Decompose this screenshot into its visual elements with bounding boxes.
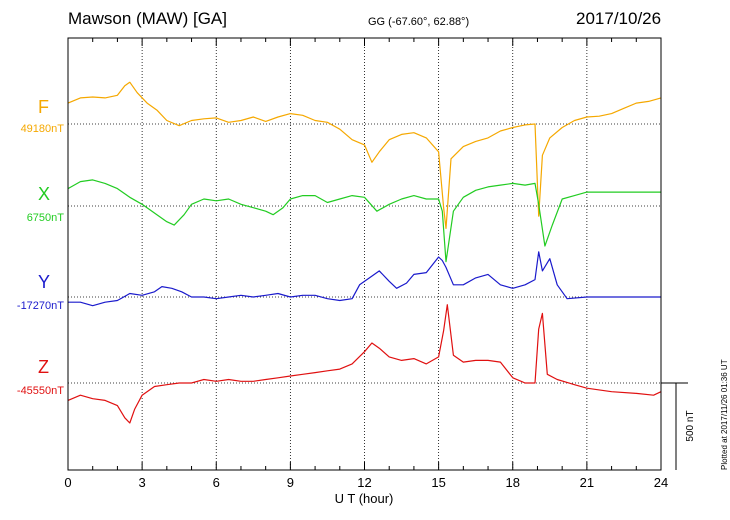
component-letter-z: Z [38, 357, 49, 377]
component-baseline-f: 49180nT [20, 123, 64, 135]
x-tick-label: 18 [506, 475, 520, 490]
x-tick-label: 15 [431, 475, 445, 490]
series-lines [67, 81, 662, 424]
component-letter-f: F [38, 97, 49, 117]
series-line-x [67, 179, 661, 263]
date-label: 2017/10/26 [576, 9, 662, 28]
x-tick-label: 3 [139, 475, 146, 490]
x-tick-label: 0 [64, 475, 71, 490]
x-tick-label: 24 [654, 475, 668, 490]
component-baseline-z: -45550nT [16, 385, 64, 397]
x-axis-label: U T (hour) [335, 491, 394, 506]
x-tick-label: 9 [287, 475, 294, 490]
x-tick-label: 6 [213, 475, 220, 490]
station-coords: GG (-67.60°, 62.88°) [368, 16, 470, 28]
x-tick-label: 21 [580, 475, 594, 490]
component-baseline-y: -17270nT [16, 300, 64, 312]
series-line-y [68, 251, 661, 307]
series-line-f [67, 81, 662, 229]
station-title: Mawson (MAW) [GA] [68, 9, 227, 28]
grid [68, 38, 661, 470]
x-axis: 0 3 6 9 12 15 18 21 24 [64, 38, 668, 490]
series-line-z [67, 304, 662, 424]
scale-bar-label: 500 nT [685, 410, 696, 441]
component-baseline-x: 6750nT [26, 212, 64, 224]
x-tick-label: 12 [357, 475, 371, 490]
component-letter-x: X [38, 184, 51, 204]
component-letter-y: Y [38, 272, 51, 292]
scale-bar: 500 nT [661, 382, 696, 470]
